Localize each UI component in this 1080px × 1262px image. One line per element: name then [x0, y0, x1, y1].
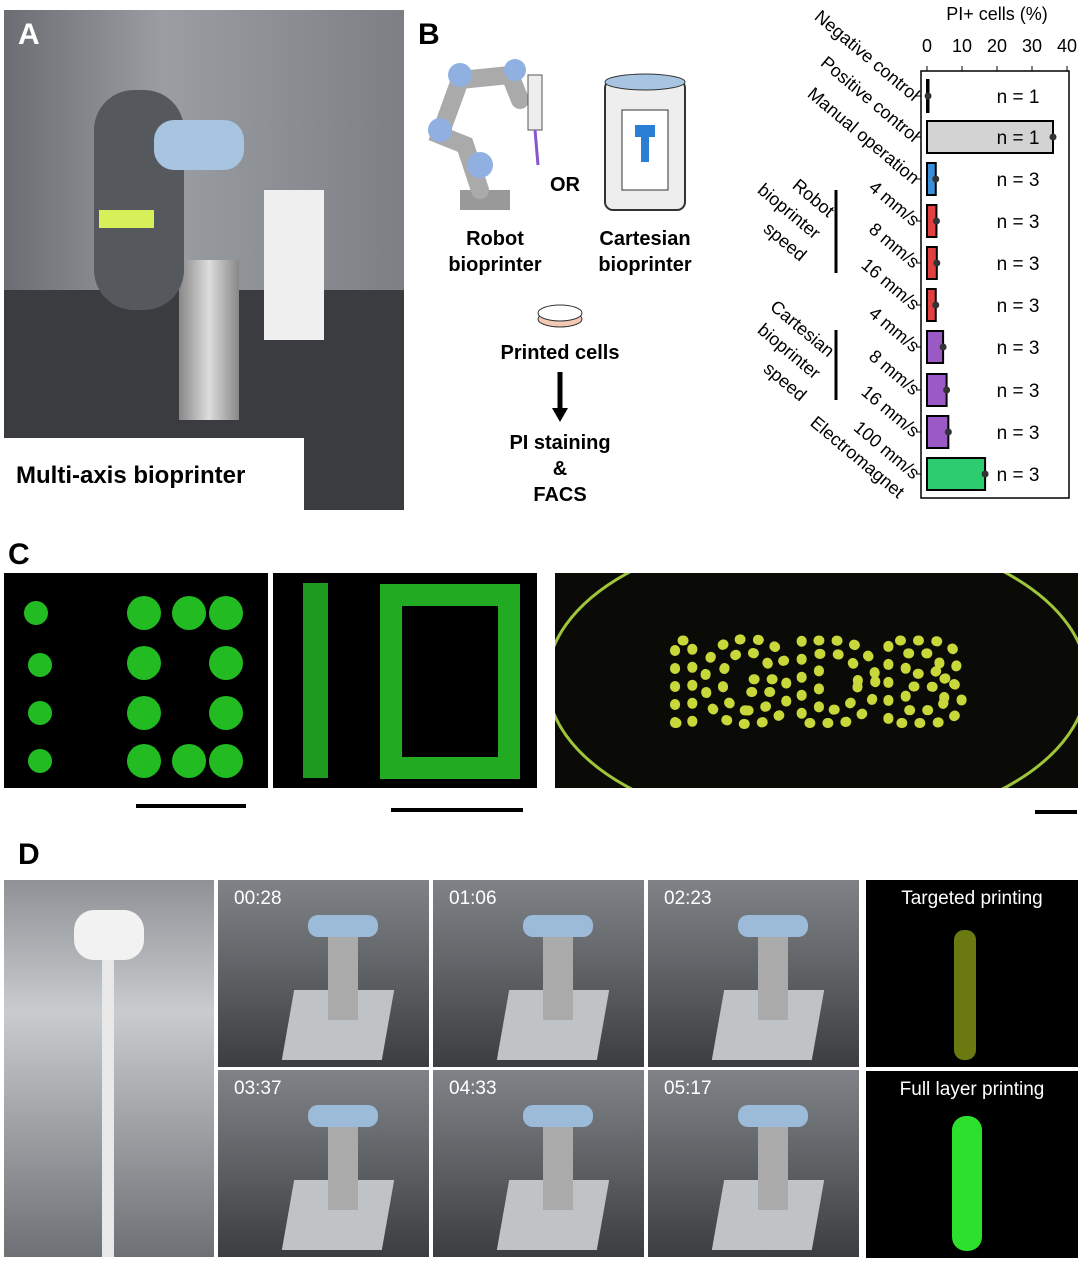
- timestamp: 03:37: [234, 1078, 282, 1099]
- printed-dot: [28, 701, 52, 725]
- full-layer-printing-caption: Full layer printing: [899, 1079, 1045, 1100]
- printed-dot: [209, 696, 243, 730]
- timestamp: 04:33: [449, 1078, 497, 1099]
- printed-dot: [127, 646, 161, 680]
- robot-arm-icon: [428, 59, 543, 210]
- timelapse-frame: 02:23: [648, 880, 859, 1067]
- x-tick-label: 20: [987, 36, 1007, 56]
- igdb-letters: IGDB: [667, 615, 967, 749]
- or-label: OR: [550, 174, 580, 196]
- timestamp: 00:28: [234, 888, 282, 909]
- full-layer-printing-image: Full layer printing: [866, 1071, 1078, 1258]
- pi-staining-label: PI staining: [509, 432, 611, 454]
- bar: [926, 120, 1054, 154]
- timelapse-frame: 01:06: [433, 880, 644, 1067]
- n-label: n = 3: [997, 465, 1040, 486]
- n-label: n = 3: [997, 381, 1040, 402]
- panel-label-a: A: [18, 18, 40, 51]
- ampersand-label: &: [552, 458, 568, 480]
- scale-bar: [1035, 810, 1077, 814]
- printed-dot: [209, 646, 243, 680]
- printed-dot: [209, 744, 243, 778]
- data-point: [924, 92, 932, 100]
- panel-label-c: C: [8, 538, 30, 571]
- printed-dot: [127, 744, 161, 778]
- data-point: [981, 470, 989, 478]
- scale-bar: [391, 808, 523, 812]
- n-label: n = 3: [997, 338, 1040, 359]
- printed-dot: [24, 601, 48, 625]
- category-label: 4 mm/s: [865, 177, 923, 230]
- printed-dot: [209, 596, 243, 630]
- x-tick-label: 40: [1057, 36, 1077, 56]
- n-label: n = 3: [997, 170, 1040, 191]
- data-point: [939, 343, 947, 351]
- printed-dot: [28, 653, 52, 677]
- timestamp: 05:17: [664, 1078, 712, 1099]
- n-label: n = 3: [997, 423, 1040, 444]
- n-label: n = 3: [997, 212, 1040, 233]
- category-label: 4 mm/s: [865, 303, 923, 356]
- printed-dot: [127, 596, 161, 630]
- data-point: [932, 175, 940, 183]
- continuous-pattern-image: [273, 573, 537, 788]
- data-point: [944, 428, 952, 436]
- x-tick-label: 10: [952, 36, 972, 56]
- printed-cells-label: Printed cells: [500, 342, 620, 364]
- n-label: n = 1: [997, 128, 1040, 149]
- cartesian-bioprinter-label: Cartesian bioprinter: [598, 228, 692, 276]
- n-label: n = 1: [997, 87, 1040, 108]
- x-axis-title: PI+ cells (%): [946, 4, 1048, 24]
- printed-dot: [28, 749, 52, 773]
- timelapse-frame: 00:28: [218, 880, 429, 1067]
- targeted-printing-image: Targeted printing: [866, 880, 1078, 1067]
- panel-a-caption: Multi-axis bioprinter: [16, 462, 246, 489]
- timestamp: 02:23: [664, 888, 712, 909]
- data-point: [933, 259, 941, 267]
- panel-label-d: D: [18, 838, 40, 871]
- timelapse-frame: 03:37: [218, 1070, 429, 1257]
- scale-bar: [136, 804, 246, 808]
- igdb-dish-image: IGDB: [555, 573, 1078, 788]
- facs-label: FACS: [533, 484, 587, 506]
- timestamp: 01:06: [449, 888, 497, 909]
- cartesian-printer-icon: [604, 73, 686, 211]
- arrow-down-icon: [552, 372, 568, 422]
- x-tick-label: 0: [922, 36, 932, 56]
- printed-dot: [172, 596, 206, 630]
- x-tick-label: 30: [1022, 36, 1042, 56]
- data-point: [932, 301, 940, 309]
- printed-dot: [172, 744, 206, 778]
- petri-dish-icon: [537, 304, 583, 328]
- panel-label-b: B: [418, 18, 440, 51]
- robot-bioprinter-label: Robot bioprinter: [448, 228, 542, 276]
- timelapse-frame: 04:33: [433, 1070, 644, 1257]
- targeted-printing-caption: Targeted printing: [901, 888, 1043, 909]
- timelapse-frame: 05:17: [648, 1070, 859, 1257]
- data-point: [943, 386, 951, 394]
- data-point: [1049, 133, 1057, 141]
- n-label: n = 3: [997, 254, 1040, 275]
- bioprinter-photo: [4, 10, 404, 510]
- dot-pattern-image: [4, 573, 268, 788]
- bar: [926, 457, 987, 491]
- plot-frame: [920, 70, 1070, 499]
- n-label: n = 3: [997, 296, 1040, 317]
- data-point: [932, 217, 940, 225]
- vessel-model-photo: [4, 880, 214, 1257]
- printed-dot: [127, 696, 161, 730]
